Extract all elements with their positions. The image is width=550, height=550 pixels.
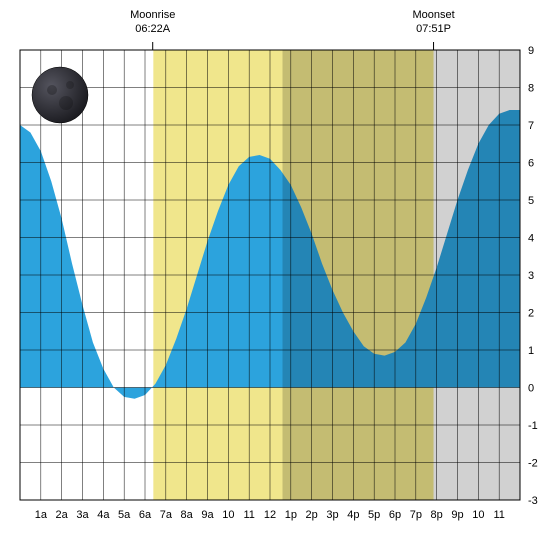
- x-tick-label: 4a: [97, 509, 110, 521]
- moonset-time: 07:51P: [416, 23, 451, 35]
- x-tick-label: 5p: [368, 509, 380, 521]
- tide-chart: 1a2a3a4a5a6a7a8a9a1011121p2p3p4p5p6p7p8p…: [0, 0, 550, 550]
- x-tick-label: 3a: [76, 509, 89, 521]
- y-tick-label: 5: [528, 195, 534, 207]
- x-tick-label: 5a: [118, 509, 131, 521]
- x-tick-label: 11: [493, 509, 504, 521]
- x-tick-label: 7a: [160, 509, 173, 521]
- y-tick-label: 8: [528, 83, 534, 95]
- x-tick-label: 2a: [56, 509, 69, 521]
- y-tick-label: 0: [528, 383, 534, 395]
- y-tick-label: -2: [528, 458, 538, 470]
- moonrise-time: 06:22A: [135, 23, 171, 35]
- x-tick-label: 8p: [431, 509, 443, 521]
- y-tick-label: -1: [528, 420, 538, 432]
- x-tick-label: 11: [243, 509, 254, 521]
- x-tick-label: 4p: [347, 509, 359, 521]
- moonset-label: Moonset: [412, 9, 454, 21]
- x-tick-label: 1a: [35, 509, 48, 521]
- y-tick-label: 6: [528, 158, 534, 170]
- chart-svg: 1a2a3a4a5a6a7a8a9a1011121p2p3p4p5p6p7p8p…: [0, 0, 550, 550]
- x-tick-label: 6a: [139, 509, 152, 521]
- y-tick-label: -3: [528, 495, 538, 507]
- x-tick-label: 7p: [410, 509, 422, 521]
- moonrise-label: Moonrise: [130, 9, 175, 21]
- x-tick-label: 9a: [201, 509, 214, 521]
- x-tick-label: 3p: [326, 509, 338, 521]
- x-tick-label: 1p: [285, 509, 297, 521]
- y-tick-label: 3: [528, 270, 534, 282]
- y-tick-label: 1: [528, 345, 534, 357]
- x-tick-label: 8a: [181, 509, 194, 521]
- x-tick-label: 10: [222, 509, 234, 521]
- x-tick-label: 2p: [306, 509, 318, 521]
- y-tick-label: 4: [528, 233, 534, 245]
- y-tick-label: 9: [528, 45, 534, 57]
- moon-icon: [32, 67, 88, 123]
- y-tick-label: 2: [528, 308, 534, 320]
- x-tick-label: 6p: [389, 509, 401, 521]
- x-tick-label: 12: [264, 509, 276, 521]
- y-tick-label: 7: [528, 120, 534, 132]
- x-tick-label: 10: [472, 509, 484, 521]
- x-tick-label: 9p: [451, 509, 463, 521]
